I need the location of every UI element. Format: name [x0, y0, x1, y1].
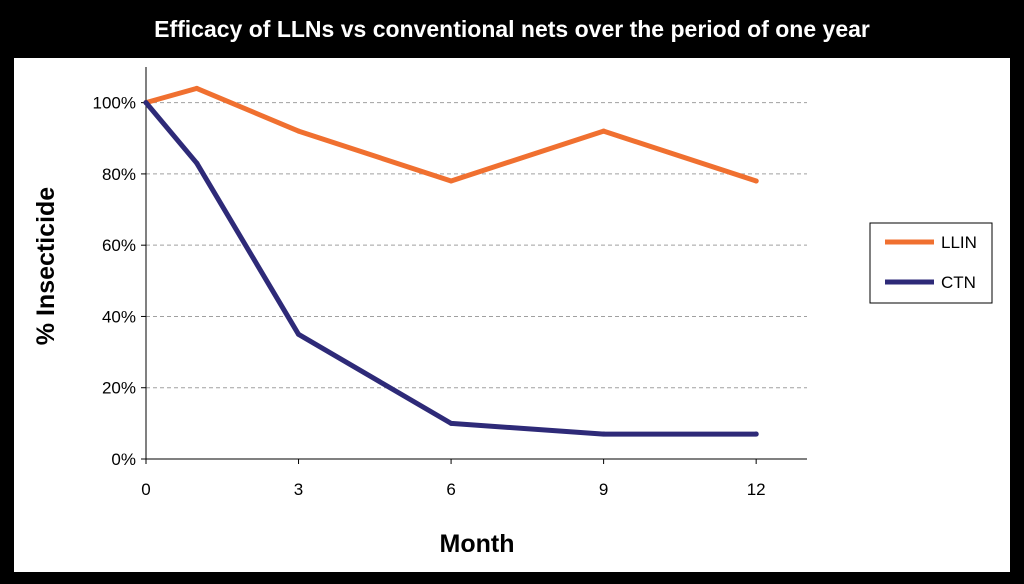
y-axis-title: % Insecticide [32, 187, 60, 345]
data-point-ctn-4 [601, 431, 607, 437]
data-point-llin-5 [753, 178, 759, 184]
x-tick-label-4: 12 [747, 480, 766, 499]
data-point-llin-1 [194, 85, 200, 91]
x-axis-ticks: 0 3 6 9 12 [141, 459, 766, 499]
y-tick-label-2: 40% [102, 307, 136, 326]
series-lines [143, 85, 759, 437]
data-point-ctn-0 [143, 100, 149, 106]
x-tick-label-3: 9 [599, 480, 608, 499]
chart-title: Efficacy of LLNs vs conventional nets ov… [154, 16, 870, 42]
y-tick-label-1: 20% [102, 379, 136, 398]
x-tick-label-2: 6 [446, 480, 455, 499]
data-point-ctn-5 [753, 431, 759, 437]
y-tick-label-0: 0% [111, 450, 136, 469]
series-line-ctn [143, 100, 759, 437]
data-point-ctn-1 [194, 160, 200, 166]
data-point-ctn-2 [296, 331, 302, 337]
y-axis-ticks: 0% 20% 40% 60% 80% 100% [93, 94, 146, 469]
legend-label-ctn: CTN [941, 273, 976, 292]
x-tick-label-1: 3 [294, 480, 303, 499]
x-axis-title: Month [440, 530, 515, 558]
axes [145, 67, 807, 460]
legend-box [869, 222, 993, 304]
x-tick-label-0: 0 [141, 480, 150, 499]
y-tick-label-4: 80% [102, 165, 136, 184]
data-point-ctn-3 [448, 420, 454, 426]
y-tick-label-3: 60% [102, 236, 136, 255]
y-tick-label-5: 100% [93, 94, 136, 113]
chart-panel [14, 58, 1010, 572]
data-point-llin-4 [601, 128, 607, 134]
legend-label-llin: LLIN [941, 233, 977, 252]
series-line-llin [143, 85, 759, 184]
data-point-llin-2 [296, 128, 302, 134]
data-point-llin-3 [448, 178, 454, 184]
legend: LLIN CTN [869, 222, 993, 304]
